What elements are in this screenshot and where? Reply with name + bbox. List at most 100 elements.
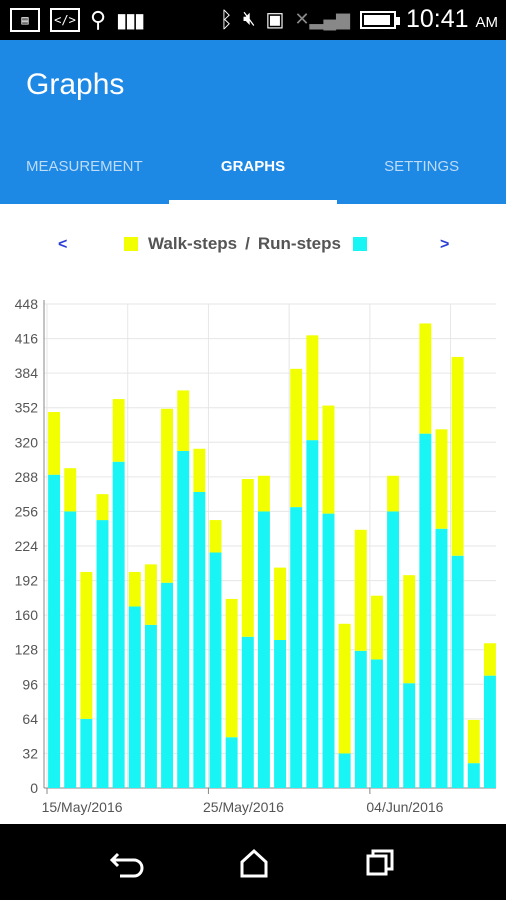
clock: 10:41 AM <box>405 5 498 33</box>
y-tick-label: 128 <box>15 642 39 658</box>
navigation-bar <box>0 824 506 900</box>
page-title: Graphs <box>26 68 125 101</box>
walk-steps-bar <box>241 479 254 637</box>
walk-steps-bar <box>48 412 61 475</box>
walk-swatch <box>124 237 138 251</box>
run-steps-bar <box>483 675 496 788</box>
code-icon: </> <box>50 8 80 32</box>
run-steps-bar <box>370 659 383 788</box>
run-steps-bar <box>193 491 206 788</box>
run-steps-bar <box>338 753 351 788</box>
y-tick-label: 320 <box>15 434 39 450</box>
run-steps-bar <box>225 737 238 788</box>
walk-steps-bar <box>128 571 141 607</box>
run-steps-bar <box>241 636 254 788</box>
walk-steps-bar <box>177 390 190 451</box>
walk-steps-bar <box>161 408 174 583</box>
run-steps-bar <box>80 718 93 788</box>
run-steps-bar <box>64 511 77 788</box>
previous-period-button[interactable]: < <box>58 236 68 253</box>
walk-steps-bar <box>322 405 335 514</box>
x-tick-label: 15/May/2016 <box>42 799 123 815</box>
tab-graphs[interactable]: GRAPHS <box>168 144 338 204</box>
walk-steps-bar <box>306 335 319 441</box>
x-tick-label: 04/Jun/2016 <box>366 799 443 815</box>
run-steps-bar <box>48 474 61 788</box>
walk-steps-bar <box>451 356 464 556</box>
run-steps-bar <box>419 433 432 788</box>
walk-steps-bar <box>112 399 125 462</box>
recent-apps-icon[interactable] <box>360 846 400 880</box>
y-tick-label: 384 <box>15 365 39 381</box>
y-tick-label: 224 <box>15 538 39 554</box>
mute-icon: 🔇︎ <box>242 8 256 30</box>
walk-steps-bar <box>467 719 480 764</box>
battery-icon <box>359 10 400 29</box>
no-signal-icon: ✕▂▄▆ <box>294 9 350 29</box>
y-tick-label: 0 <box>30 780 38 796</box>
walk-steps-bar <box>403 575 416 684</box>
chart-legend: Walk-steps / Run-steps <box>124 234 367 254</box>
walk-steps-bar <box>483 643 496 676</box>
walk-steps-bar <box>274 567 287 640</box>
x-tick-label: 25/May/2016 <box>203 799 284 815</box>
y-tick-label: 96 <box>22 676 38 692</box>
steps-bar-chart[interactable]: 0 32 64 96 128 160 192 224 256 288 320 352 384 416 448… <box>0 274 506 824</box>
walk-steps-bar <box>370 595 383 660</box>
sd-card-icon: ▣ <box>265 9 285 31</box>
notification-icons: ▤ </> ⚲ ▮▮▮ <box>10 7 145 33</box>
graph-header: < Walk-steps / Run-steps > <box>0 232 506 262</box>
run-swatch <box>352 237 367 251</box>
walk-steps-bar <box>64 468 77 512</box>
y-tick-label: 352 <box>15 400 39 416</box>
app-bar: Graphs MEASUREMENT GRAPHS SETTINGS <box>0 40 506 204</box>
walk-steps-bar <box>144 564 157 625</box>
walk-steps-bar <box>80 571 93 719</box>
home-icon[interactable] <box>234 846 274 880</box>
y-tick-label: 192 <box>15 573 39 589</box>
run-steps-bar <box>209 552 222 788</box>
run-steps-bar <box>96 520 109 788</box>
legend-walk-label: Walk-steps <box>148 234 238 253</box>
run-steps-bar <box>387 511 400 788</box>
walk-steps-bar <box>354 529 367 651</box>
legend-separator: / <box>245 234 250 253</box>
back-icon[interactable] <box>108 846 148 880</box>
run-steps-bar <box>451 555 464 788</box>
walk-steps-bar <box>419 323 432 434</box>
status-bar: ▤ </> ⚲ ▮▮▮ ᛒ 🔇︎ ▣ ✕▂▄▆ 10:41 AM <box>0 0 506 40</box>
walk-steps-bar <box>257 475 270 512</box>
walk-steps-bar <box>193 448 206 492</box>
usb-icon: ⚲ <box>90 7 107 32</box>
image-icon: ▤ <box>10 8 40 32</box>
run-steps-bar <box>290 507 303 788</box>
y-tick-label: 32 <box>22 745 38 761</box>
y-tick-label: 256 <box>15 503 39 519</box>
tab-settings[interactable]: SETTINGS <box>384 158 460 175</box>
run-steps-bar <box>322 513 335 788</box>
run-steps-bar <box>161 582 174 788</box>
legend-run-label: Run-steps <box>257 234 341 253</box>
run-steps-bar <box>177 450 190 788</box>
y-tick-label: 416 <box>15 331 39 347</box>
tab-measurement[interactable]: MEASUREMENT <box>25 158 143 175</box>
walk-steps-bar <box>387 475 400 512</box>
run-steps-bar <box>467 763 480 788</box>
bluetooth-icon: ᛒ <box>219 6 233 32</box>
walk-steps-bar <box>290 368 303 508</box>
barcode-icon: ▮▮▮ <box>116 9 145 32</box>
y-tick-label: 448 <box>15 296 39 312</box>
walk-steps-bar <box>225 598 238 738</box>
run-steps-bar <box>112 461 125 788</box>
run-steps-bar <box>144 624 157 788</box>
walk-steps-bar <box>209 520 222 553</box>
run-steps-bar <box>274 639 287 788</box>
next-period-button[interactable]: > <box>440 236 450 253</box>
run-steps-bar <box>354 650 367 788</box>
system-icons: ᛒ 🔇︎ ▣ ✕▂▄▆ 10:41 AM <box>220 5 498 34</box>
y-tick-label: 160 <box>15 607 39 623</box>
tab-bar: MEASUREMENT GRAPHS SETTINGS <box>0 144 506 204</box>
run-steps-bar <box>403 683 416 788</box>
run-steps-bar <box>128 606 141 788</box>
walk-steps-bar <box>96 494 109 521</box>
